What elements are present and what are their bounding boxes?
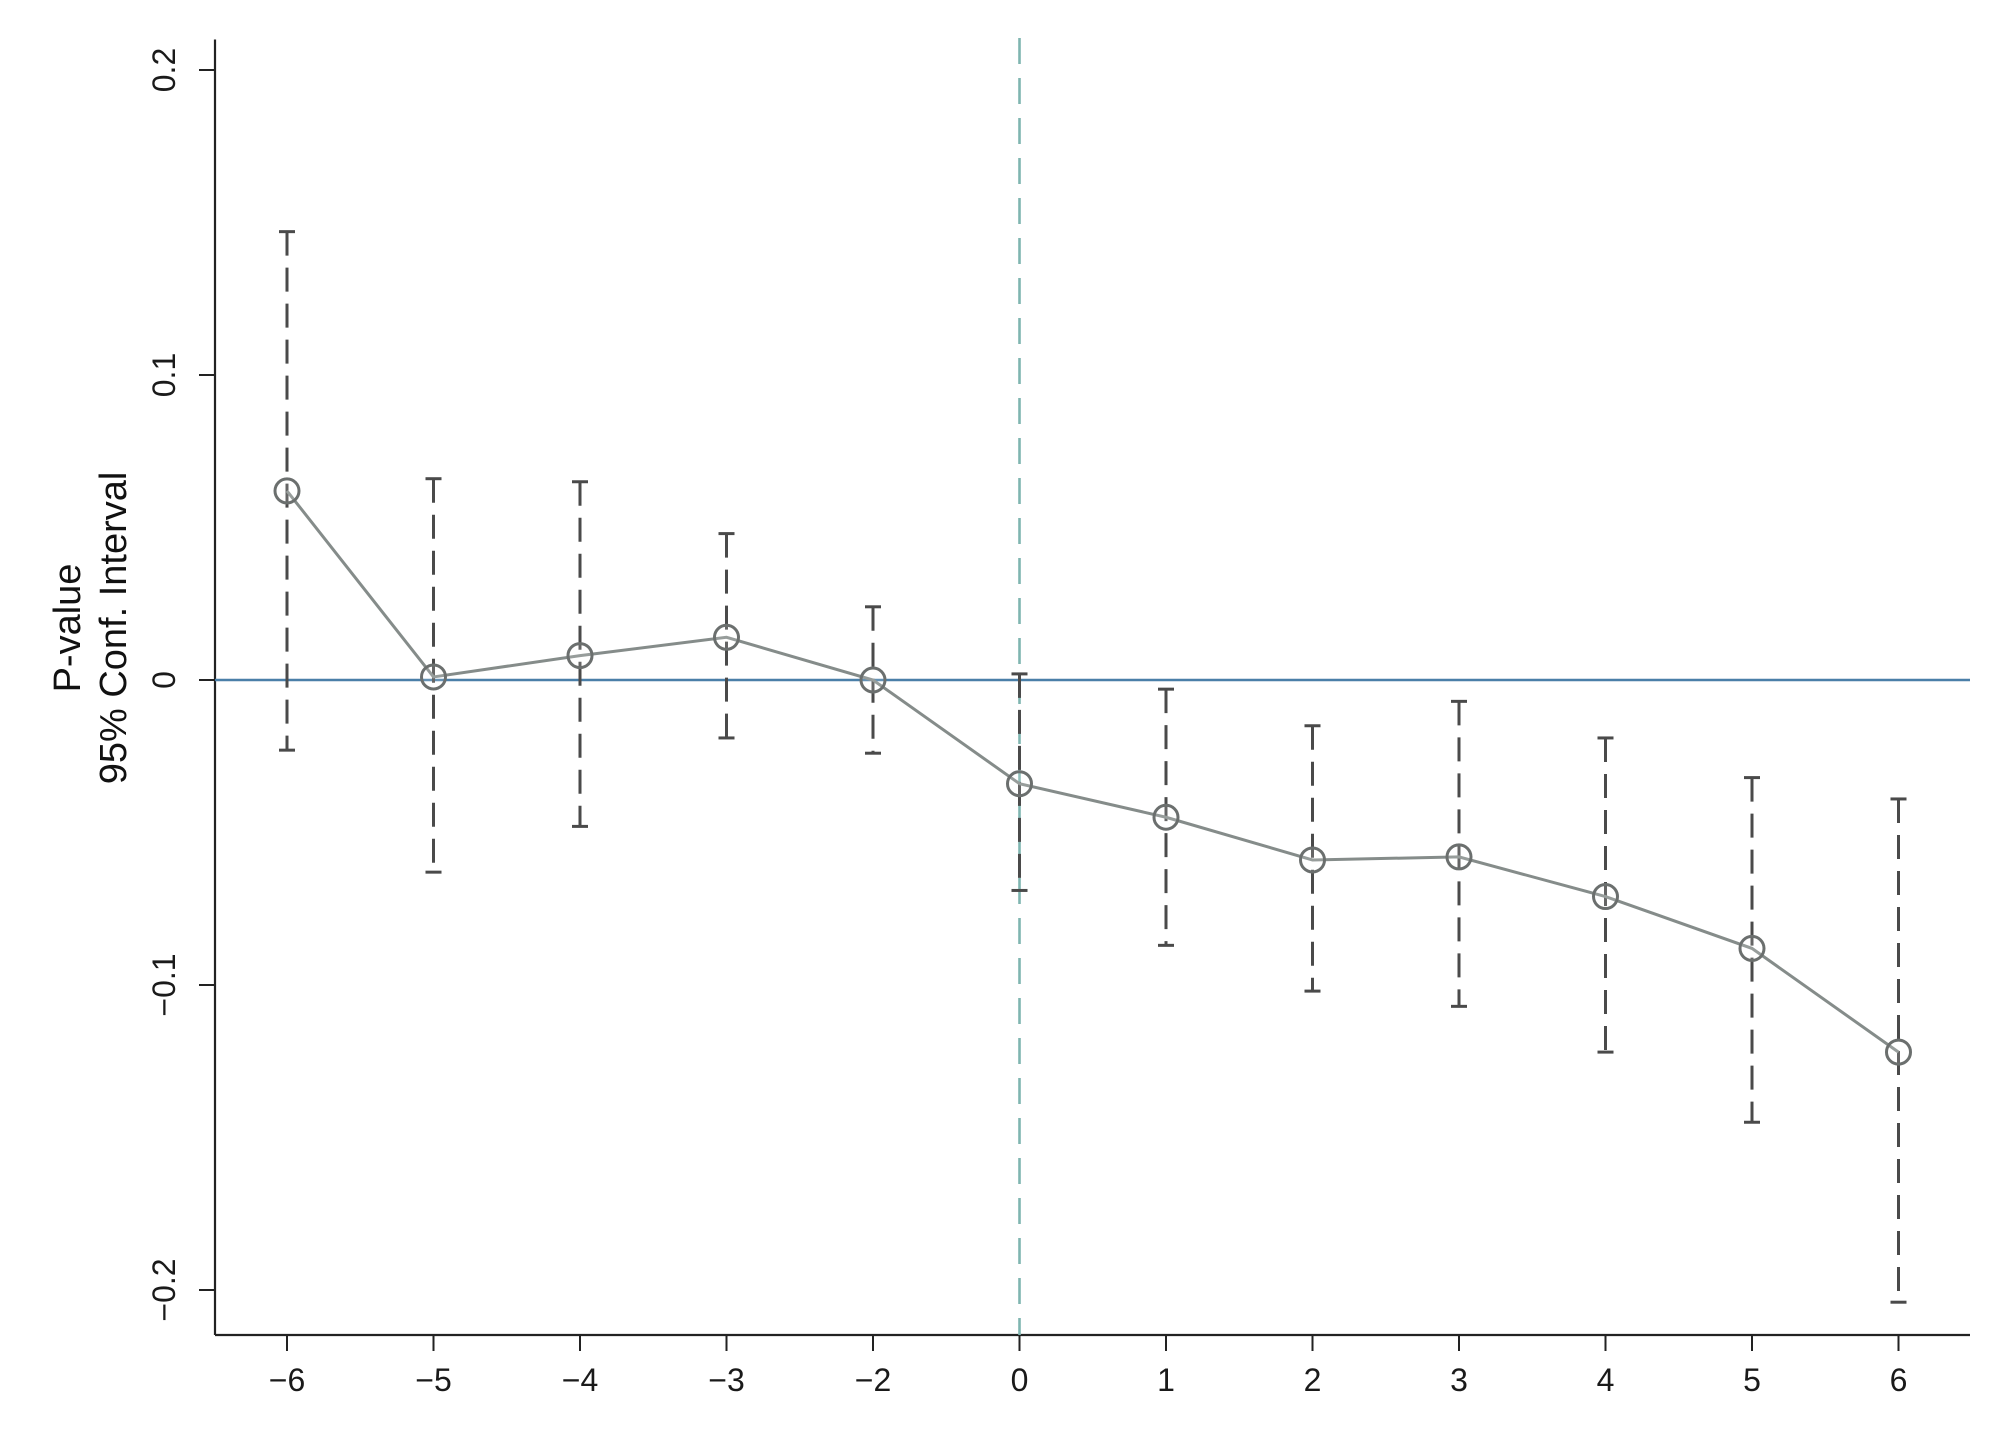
x-tick-label: −6 [269, 1362, 305, 1398]
y-axis-ticks: 0.2 0.1 0 −0.1 −0.2 [146, 48, 215, 1322]
y-axis-title-line-2: 95% Conf. Interval [93, 472, 135, 785]
axes [213, 39, 1970, 1337]
y-tick-label: −0.1 [146, 953, 182, 1016]
data-point-marker [566, 642, 594, 670]
x-tick-label: −2 [855, 1362, 891, 1398]
point-estimate-series [273, 477, 1912, 1066]
data-point-marker [1006, 770, 1033, 798]
x-tick-label: 5 [1743, 1362, 1761, 1398]
x-tick-label: 1 [1157, 1362, 1175, 1398]
y-tick-label: −0.2 [146, 1258, 182, 1321]
data-point-marker [1299, 846, 1326, 874]
y-tick-label: 0.2 [146, 48, 182, 92]
data-point-marker [859, 666, 887, 694]
x-tick-label: 6 [1890, 1362, 1908, 1398]
data-point-marker [420, 663, 447, 691]
y-tick-label: 0.1 [146, 353, 182, 397]
x-tick-label: 4 [1597, 1362, 1615, 1398]
x-tick-label: 2 [1304, 1362, 1322, 1398]
x-tick-label: −4 [562, 1362, 598, 1398]
data-point-marker [1738, 934, 1766, 962]
x-tick-label: 0 [1011, 1362, 1029, 1398]
data-point-marker [1885, 1038, 1912, 1066]
series-line [285, 489, 1900, 1054]
x-tick-label: 3 [1450, 1362, 1468, 1398]
x-axis-ticks: −6 −5 −4 −3 −2 0 1 2 3 4 5 6 [269, 1335, 1908, 1398]
y-axis-title: P-value 95% Conf. Interval [47, 472, 135, 785]
confidence-intervals [279, 230, 1907, 1304]
data-point-marker [713, 623, 740, 651]
reference-lines [215, 38, 1970, 1335]
x-tick-label: −5 [415, 1362, 451, 1398]
y-axis-title-line-1: P-value [47, 564, 89, 693]
data-point-marker [1445, 843, 1473, 871]
y-tick-label: 0 [146, 671, 182, 689]
data-point-marker [1592, 883, 1619, 911]
data-point-marker [273, 477, 301, 505]
data-point-marker [1152, 803, 1180, 831]
x-tick-label: −3 [708, 1362, 744, 1398]
